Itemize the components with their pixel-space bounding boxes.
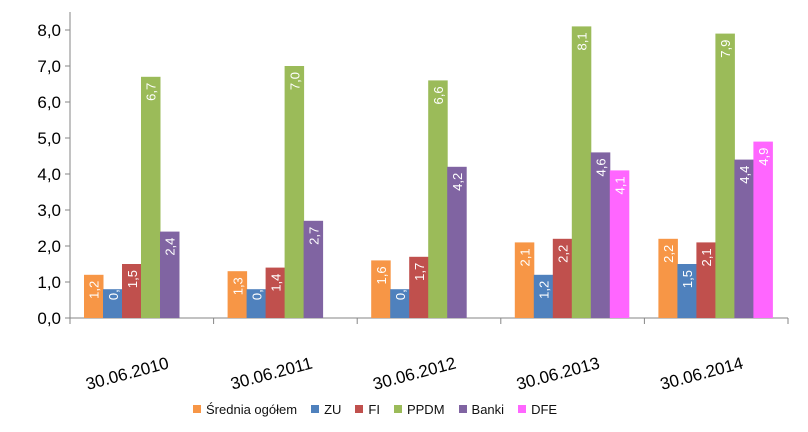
bar (590, 152, 611, 318)
bar (514, 242, 535, 318)
bar (160, 231, 180, 318)
data-label: 2,2 (556, 245, 571, 263)
bar (303, 220, 324, 318)
legend-item: Banki (458, 401, 505, 417)
legend-swatch (193, 405, 201, 413)
bar (696, 242, 716, 318)
legend-label: PPDM (406, 401, 445, 417)
bar (84, 274, 104, 318)
bar (103, 289, 123, 318)
legend-swatch (518, 405, 527, 413)
x-tick-label: 30.06.2011 (229, 354, 315, 394)
data-label: 1,4 (268, 274, 283, 292)
bar (371, 260, 391, 318)
bar (409, 256, 429, 318)
data-label: 1,3 (230, 277, 245, 295)
data-label: 4,1 (613, 176, 628, 194)
data-label: 4,2 (450, 173, 465, 191)
data-label: 1,5 (125, 270, 140, 288)
legend-item: Średnia ogółem (193, 402, 297, 417)
data-label: 0,8 (249, 282, 264, 300)
x-tick-label: 30.06.2010 (84, 354, 171, 394)
legend-swatch (393, 405, 402, 413)
legend-label: FI (368, 401, 380, 417)
x-tick-label: 30.06.2014 (658, 354, 745, 394)
bar (390, 289, 410, 318)
bar (677, 264, 697, 318)
legend-label: Średnia ogółem (206, 401, 298, 417)
legend-item: ZU (311, 402, 341, 417)
data-label: 1,5 (680, 270, 695, 288)
x-tick-label: 30.06.2013 (515, 354, 602, 394)
data-label: 2,1 (518, 248, 533, 266)
bar (246, 289, 267, 318)
bar (753, 141, 773, 318)
bar (428, 80, 448, 319)
bar (141, 76, 161, 318)
legend-swatch (355, 405, 364, 413)
legend-label: ZU (324, 401, 342, 417)
y-tick-label: 8,0 (37, 21, 61, 40)
data-label: 2,7 (306, 227, 321, 245)
bar (552, 238, 573, 318)
legend-label: DFE (531, 401, 558, 417)
data-label: 0,8 (106, 282, 121, 300)
legend-swatch (311, 405, 320, 413)
y-tick-label: 5,0 (37, 129, 61, 148)
bar (533, 274, 554, 318)
legend: Średnia ogółem ZU FI PPDM Banki DFE (193, 399, 557, 419)
legend-item: FI (355, 402, 380, 417)
bar (609, 170, 630, 318)
legend-item: DFE (518, 402, 557, 417)
bar (734, 159, 754, 318)
y-tick-label: 7,0 (37, 57, 61, 76)
bar (571, 26, 592, 319)
y-tick-label: 6,0 (37, 93, 61, 112)
legend-swatch (458, 405, 467, 413)
bar (715, 33, 735, 318)
data-label: 1,2 (87, 281, 102, 299)
x-tick-label: 30.06.2012 (371, 354, 458, 394)
bar (284, 66, 305, 318)
data-label: 1,6 (374, 266, 389, 284)
bar (265, 267, 286, 318)
bar (227, 271, 248, 318)
y-tick-label: 1,0 (37, 273, 61, 292)
data-label: 6,6 (431, 86, 446, 104)
data-label: 7,9 (718, 40, 733, 58)
data-label: 8,1 (575, 32, 590, 50)
y-tick-label: 0,0 (37, 309, 61, 328)
y-tick-label: 4,0 (37, 165, 61, 184)
legend-item: PPDM (393, 401, 445, 417)
bar (658, 238, 678, 318)
y-tick-label: 2,0 (37, 237, 61, 256)
data-label: 4,9 (756, 148, 771, 166)
bar (122, 264, 142, 318)
data-label: 4,4 (737, 166, 752, 184)
data-label: 6,7 (144, 83, 159, 101)
data-label: 7,0 (287, 72, 302, 90)
bar (447, 166, 467, 318)
y-tick-label: 3,0 (37, 201, 61, 220)
data-label: 2,1 (699, 248, 714, 266)
data-label: 2,2 (661, 245, 676, 263)
data-label: 2,4 (163, 238, 178, 256)
data-label: 1,2 (537, 281, 552, 299)
data-label: 0,8 (393, 282, 408, 300)
data-label: 4,6 (594, 158, 609, 176)
legend-label: Banki (471, 401, 505, 417)
data-label: 1,7 (412, 263, 427, 281)
